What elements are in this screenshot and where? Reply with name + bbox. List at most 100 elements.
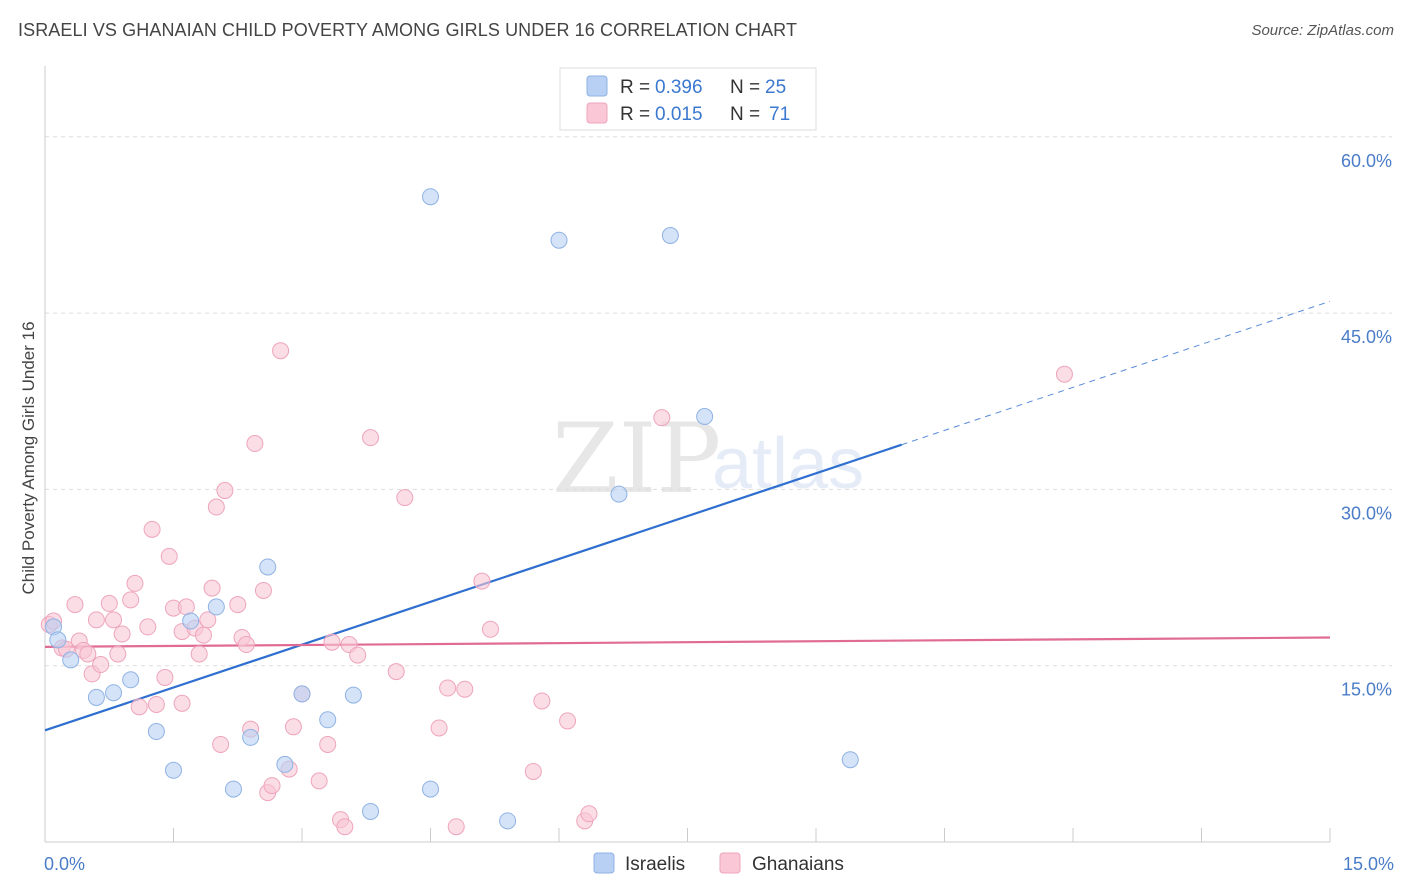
ghanaians-point (336, 818, 354, 836)
legend-israelis-r-label: R = (620, 77, 650, 98)
israelis-point (610, 485, 628, 503)
ghanaians-point (130, 698, 148, 716)
ghanaians-point (105, 611, 123, 629)
ghanaians-point (473, 572, 491, 590)
y-axis-title: Child Poverty Among Girls Under 16 (19, 321, 38, 594)
ghanaians-point (143, 520, 161, 538)
ghanaians-point (113, 625, 131, 643)
legend-israelis-n-value: 25 (765, 77, 786, 98)
ghanaians-point (66, 596, 84, 614)
legend-ghanaians-n-value: 71 (769, 104, 790, 125)
israelis-point (207, 598, 225, 616)
tick-labels: 15.0% 30.0% 45.0% 60.0% 0.0% 15.0% (44, 151, 1394, 874)
ghanaians-point (533, 692, 551, 710)
israelis-point (293, 685, 311, 703)
ghanaians-point (580, 805, 598, 823)
ghanaians-point (1055, 365, 1073, 383)
ghanaians-point (323, 633, 341, 651)
israelis-point (499, 812, 517, 830)
ghanaians-point (92, 656, 110, 674)
legend-ghanaians-r-value: 0.015 (655, 104, 703, 125)
ghanaians-point (272, 342, 290, 360)
legend-bottom-ghanaians-label: Ghanaians (752, 854, 844, 875)
israelis-point (165, 761, 182, 779)
israelis-point (259, 558, 277, 576)
ghanaians-point (263, 777, 281, 795)
gridlines (45, 136, 1392, 667)
legend-ghanaians-swatch (586, 102, 608, 124)
ghanaians-point (122, 591, 140, 609)
ghanaians-point (481, 620, 499, 638)
israelis-point (182, 612, 200, 630)
israelis-point (661, 227, 679, 245)
ghanaians-point (156, 668, 174, 686)
ghanaians-point (559, 712, 577, 730)
y-tick-label: 60.0% (1341, 151, 1392, 171)
ghanaians-point (207, 498, 225, 516)
israelis-point (422, 188, 439, 206)
ghanaians-point (194, 626, 212, 644)
ghanaians-point (229, 596, 247, 614)
legend-ghanaians-r-label: R = (620, 104, 650, 125)
israelis-point (422, 780, 439, 798)
israelis-trend-extension (901, 300, 1331, 446)
ghanaians-point (284, 718, 302, 736)
ghanaians-point (237, 636, 255, 654)
chart-title: ISRAELI VS GHANAIAN CHILD POVERTY AMONG … (18, 20, 798, 40)
axes (44, 66, 1331, 843)
ghanaians-point (254, 581, 272, 599)
ghanaians-point (524, 762, 542, 780)
ghanaians-point (147, 695, 165, 713)
israelis-point (105, 684, 123, 702)
israelis-point (319, 711, 337, 729)
legend-bottom-israelis-swatch (593, 852, 615, 874)
ghanaians-point (160, 547, 178, 565)
israelis-point (147, 723, 165, 741)
ghanaians-point (177, 598, 195, 616)
ghanaians-trend-line (44, 636, 1331, 648)
watermark: ZIP atlas (552, 403, 864, 515)
israelis-point (841, 751, 859, 769)
ghanaians-point (456, 680, 474, 698)
legend-top: R = 0.396 N = 25 R = 0.015 N = 71 (559, 67, 817, 131)
ghanaians-point (199, 611, 217, 629)
ghanaians-point (430, 719, 448, 737)
legend-ghanaians-n-label: N = (730, 104, 760, 125)
israelis-point (696, 408, 714, 426)
x-tick-label: 0.0% (44, 854, 85, 874)
ghanaians-point (319, 735, 337, 753)
trend-lines (44, 300, 1331, 732)
ghanaians-point (87, 611, 105, 629)
ghanaians-point (126, 574, 144, 592)
ghanaians-point (362, 429, 380, 447)
israelis-trend-line (44, 443, 903, 732)
ghanaians-point (139, 618, 157, 636)
israelis-point (362, 802, 380, 820)
israelis-point (49, 631, 67, 649)
ghanaians-point (212, 735, 230, 753)
ghanaians-point (653, 409, 671, 427)
watermark-zip: ZIP (552, 403, 721, 515)
y-tick-label: 15.0% (1341, 680, 1392, 700)
ghanaians-point (310, 772, 328, 790)
israelis-point (550, 231, 568, 249)
x-tick-label: 15.0% (1343, 854, 1394, 874)
watermark-atlas: atlas (712, 424, 864, 504)
ghanaians-point (79, 645, 97, 663)
data-points (40, 188, 1073, 836)
israelis-point (62, 651, 80, 669)
ghanaians-point (190, 645, 208, 663)
ghanaians-point (173, 694, 191, 712)
ghanaians-point (246, 435, 264, 453)
legend-israelis-swatch (586, 75, 608, 97)
y-tick-label: 45.0% (1341, 327, 1392, 347)
ghanaians-point (396, 489, 414, 507)
ghanaians-point (447, 818, 465, 836)
israelis-point (276, 755, 294, 773)
ghanaians-point (100, 594, 118, 612)
ghanaians-point (387, 663, 405, 681)
legend-israelis-n-label: N = (730, 77, 760, 98)
legend-bottom: Israelis Ghanaians (593, 852, 844, 875)
chart-source: Source: ZipAtlas.com (1251, 22, 1394, 39)
